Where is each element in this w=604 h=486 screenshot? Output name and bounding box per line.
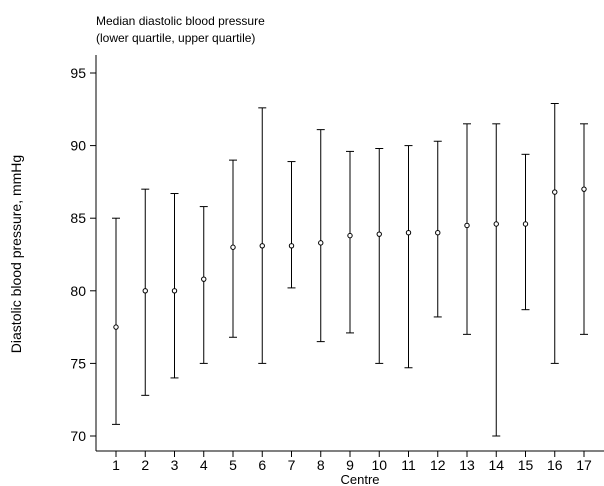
median-point-10 bbox=[376, 231, 382, 237]
y-tick-label-75: 75 bbox=[70, 355, 86, 371]
median-point-7 bbox=[288, 243, 295, 249]
y-tick-label-95: 95 bbox=[70, 65, 86, 81]
median-point-1 bbox=[113, 324, 119, 330]
x-tick-label-2: 2 bbox=[141, 457, 149, 473]
x-tick-label-3: 3 bbox=[171, 457, 179, 473]
x-tick-label-15: 15 bbox=[518, 457, 534, 473]
y-tick-label-70: 70 bbox=[70, 428, 86, 444]
x-tick-label-1: 1 bbox=[112, 457, 120, 473]
median-point-15 bbox=[522, 221, 529, 227]
median-point-6 bbox=[259, 243, 265, 249]
x-tick-label-8: 8 bbox=[317, 457, 325, 473]
x-tick-label-14: 14 bbox=[488, 457, 504, 473]
x-axis-title: Centre bbox=[340, 472, 379, 486]
x-tick-label-10: 10 bbox=[371, 457, 387, 473]
median-point-16 bbox=[552, 189, 558, 195]
median-point-13 bbox=[464, 222, 470, 229]
y-axis-title: Diastolic blood pressure, mmHg bbox=[8, 155, 24, 353]
median-point-4 bbox=[201, 276, 207, 282]
median-point-17 bbox=[581, 186, 587, 192]
median-point-12 bbox=[435, 230, 441, 236]
median-point-9 bbox=[347, 232, 353, 239]
x-tick-label-7: 7 bbox=[288, 457, 296, 473]
x-tick-label-6: 6 bbox=[258, 457, 266, 473]
legend-line-2: (lower quartile, upper quartile) bbox=[96, 31, 255, 45]
y-tick-label-90: 90 bbox=[70, 138, 86, 154]
x-tick-label-12: 12 bbox=[430, 457, 446, 473]
median-point-14 bbox=[493, 221, 499, 227]
median-point-2 bbox=[142, 288, 148, 294]
x-tick-label-17: 17 bbox=[576, 457, 592, 473]
legend-line-1: Median diastolic blood pressure bbox=[96, 14, 265, 28]
x-tick-label-16: 16 bbox=[547, 457, 563, 473]
x-tick-label-9: 9 bbox=[346, 457, 354, 473]
median-point-5 bbox=[230, 244, 236, 250]
x-tick-label-13: 13 bbox=[459, 457, 475, 473]
x-tick-label-4: 4 bbox=[200, 457, 208, 473]
median-point-3 bbox=[171, 288, 178, 294]
median-point-11 bbox=[405, 230, 412, 236]
y-tick-label-85: 85 bbox=[70, 210, 86, 226]
median-point-8 bbox=[318, 240, 324, 246]
x-tick-label-11: 11 bbox=[401, 457, 416, 473]
y-tick-label-80: 80 bbox=[70, 283, 86, 299]
x-tick-label-5: 5 bbox=[229, 457, 237, 473]
